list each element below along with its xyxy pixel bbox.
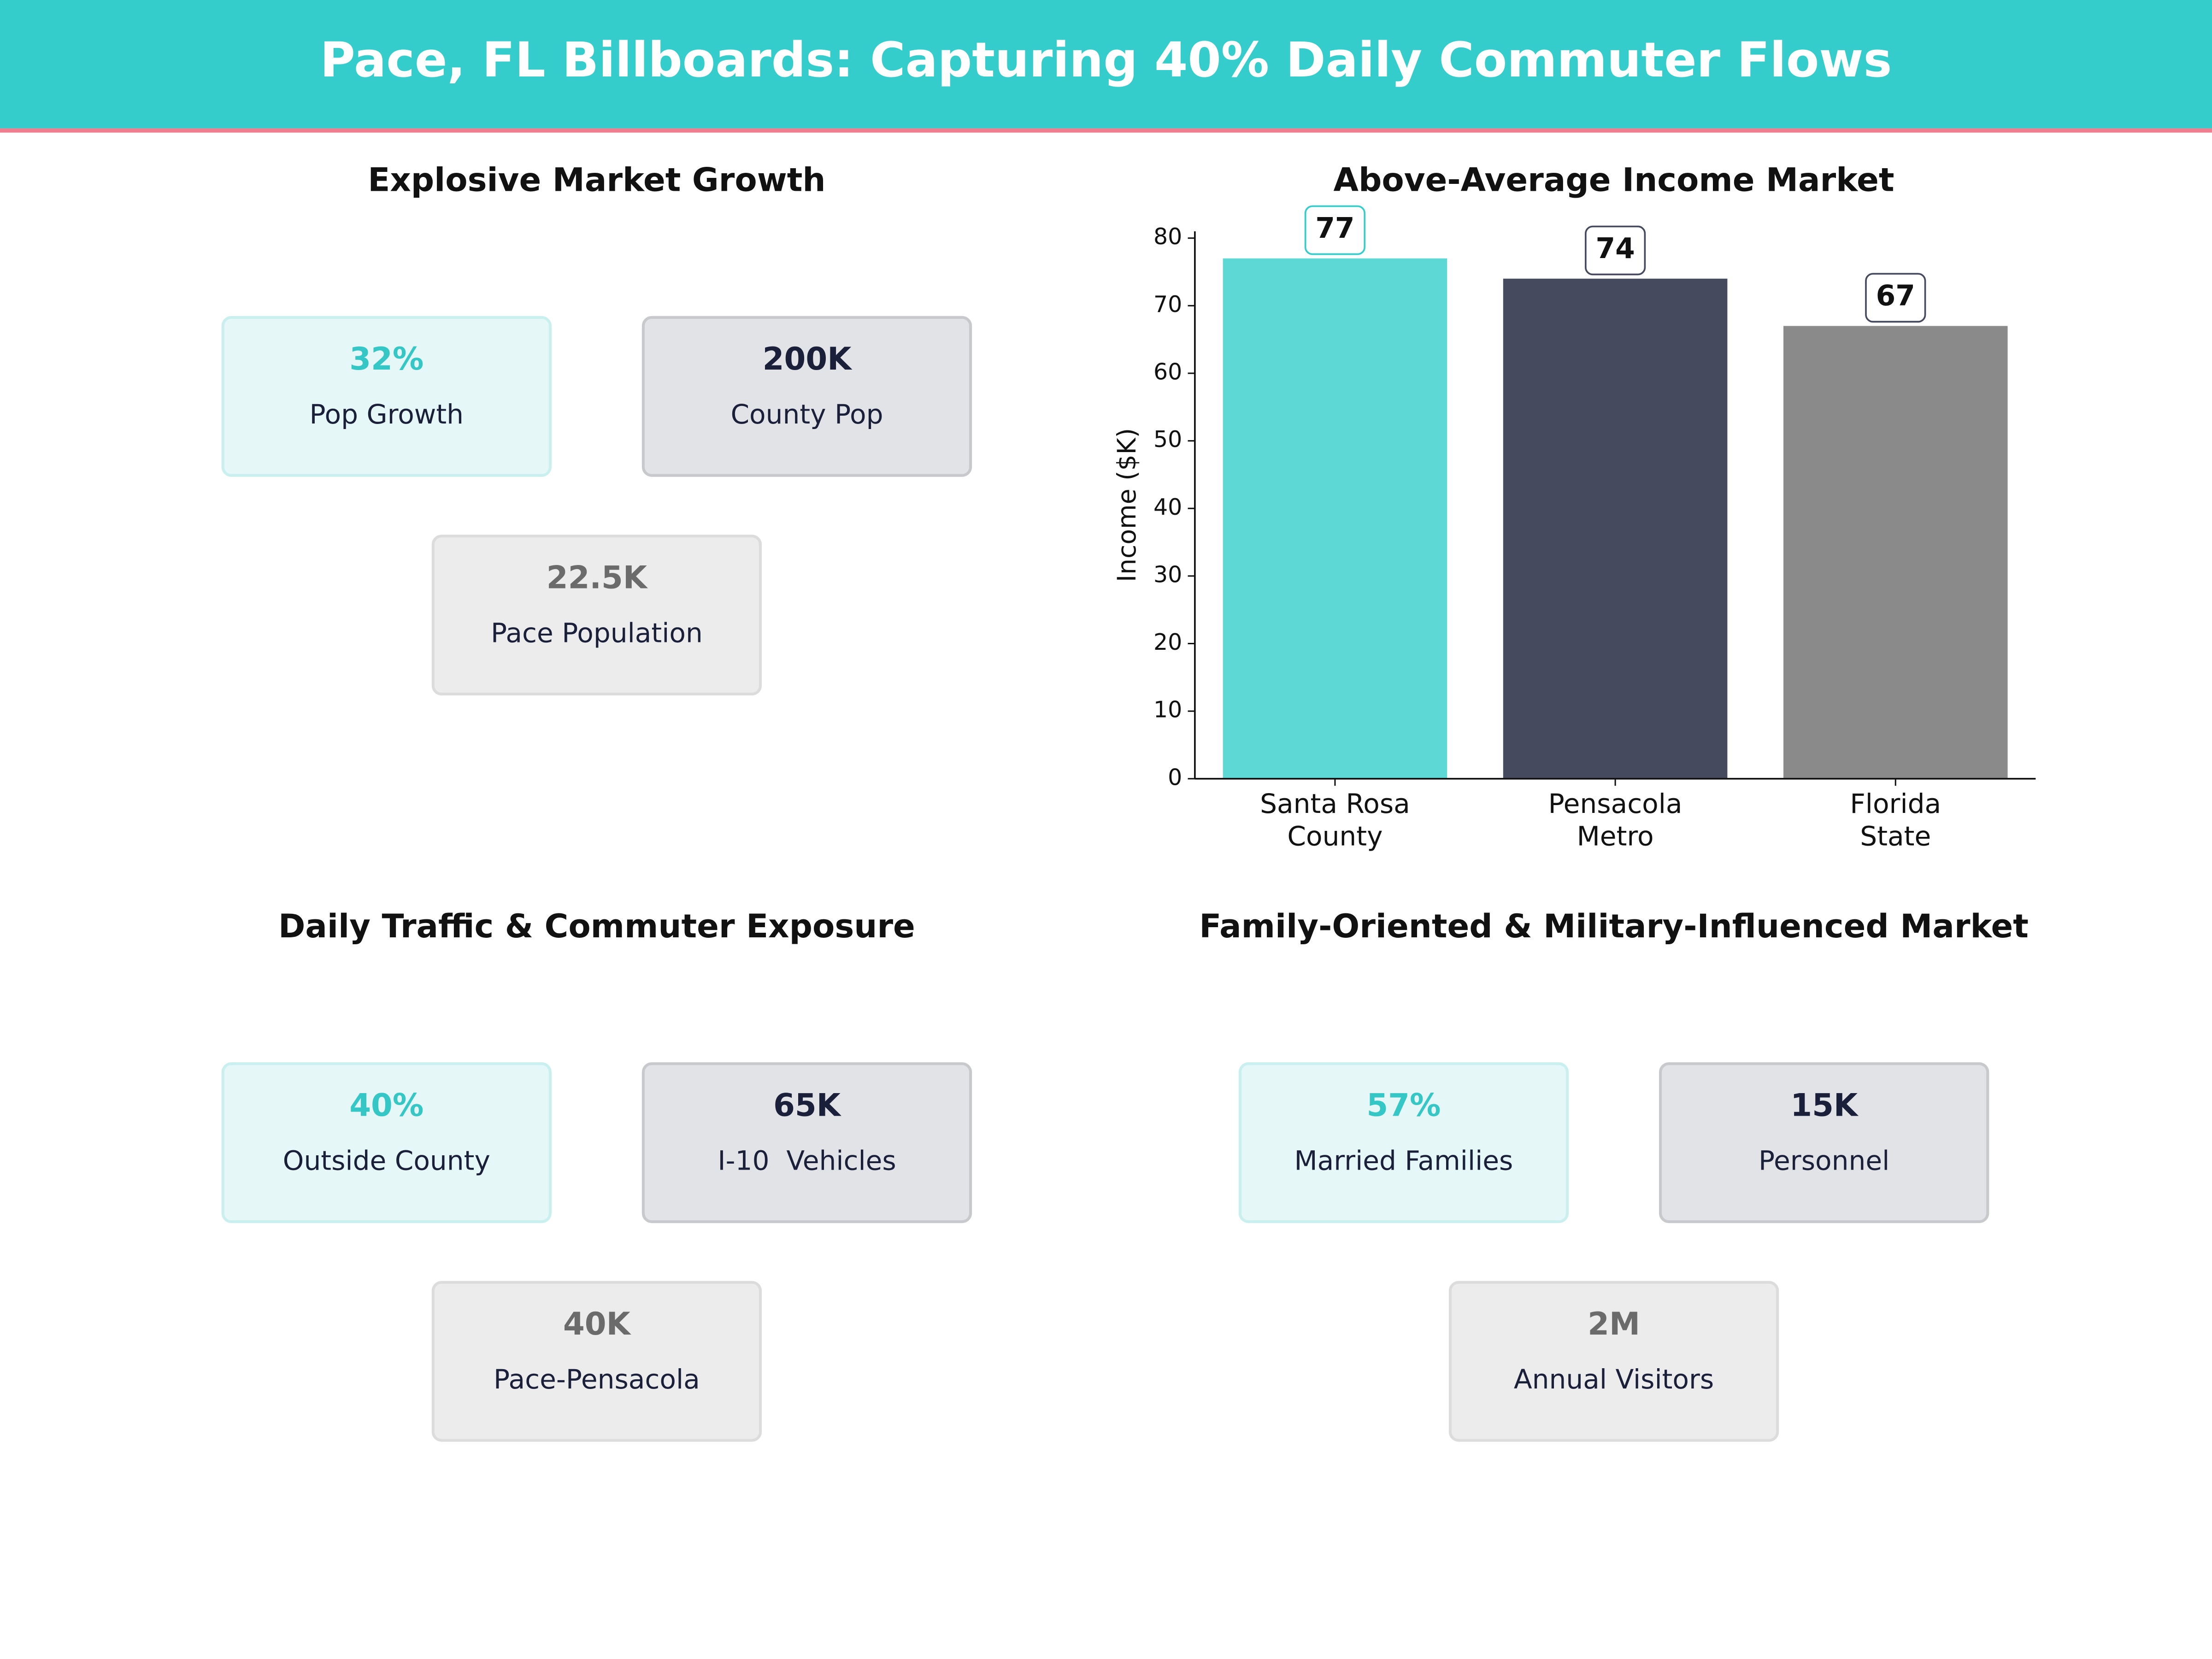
kpi-card <box>431 535 762 696</box>
value-label: 74 <box>1596 232 1635 265</box>
y-tick-label: 0 <box>1168 764 1182 790</box>
kpi-card <box>1448 1281 1779 1442</box>
kpi-value: 40% <box>349 1087 424 1124</box>
y-tick-label: 60 <box>1153 359 1182 385</box>
kpi-label: Outside County <box>283 1145 490 1177</box>
kpi-value: 32% <box>349 341 424 377</box>
kpi-value: 40K <box>563 1306 632 1342</box>
chart-title: Above-Average Income Market <box>1334 161 1894 199</box>
header-rule <box>0 128 2212 133</box>
y-tick-label: 50 <box>1153 426 1182 453</box>
kpi-label: Pace Population <box>491 618 703 649</box>
kpi-label: Pop Growth <box>310 399 464 430</box>
kpi-card <box>641 1062 972 1224</box>
y-tick-label: 40 <box>1153 494 1182 520</box>
panel-title: Family-Oriented & Military-Influenced Ma… <box>1199 907 2029 945</box>
kpi-label: Married Families <box>1294 1145 1513 1177</box>
y-tick-label: 30 <box>1153 561 1182 588</box>
kpi-card <box>1659 1062 1989 1224</box>
value-label-box <box>1865 273 1926 323</box>
bar <box>1503 278 1728 779</box>
kpi-card <box>1238 1062 1569 1224</box>
kpi-value: 22.5K <box>547 559 648 596</box>
y-tick-label: 10 <box>1153 697 1182 723</box>
page-title: Pace, FL Billboards: Capturing 40% Daily… <box>320 32 1892 88</box>
kpi-label: County Pop <box>730 399 883 430</box>
panel-title: Daily Traffic & Commuter Exposure <box>278 907 915 945</box>
panel-title: Explosive Market Growth <box>368 161 825 199</box>
kpi-value: 15K <box>1790 1087 1859 1124</box>
kpi-label: Pace-Pensacola <box>494 1364 700 1395</box>
kpi-card <box>221 316 552 477</box>
header-bar <box>0 0 2212 129</box>
bar <box>1783 326 2008 779</box>
value-label: 77 <box>1315 212 1354 245</box>
kpi-value: 65K <box>773 1087 842 1124</box>
kpi-card <box>641 316 972 477</box>
value-label: 67 <box>1876 280 1915 312</box>
y-tick-label: 20 <box>1153 629 1182 655</box>
kpi-value: 200K <box>763 341 853 377</box>
x-tick-label: Santa Rosa County <box>1260 788 1410 852</box>
kpi-label: Personnel <box>1759 1145 1889 1177</box>
kpi-card <box>431 1281 762 1442</box>
y-axis-label: Income ($K) <box>1112 428 1141 582</box>
x-tick-label: Pensacola Metro <box>1548 788 1683 852</box>
kpi-value: 2M <box>1588 1306 1640 1342</box>
y-tick-label: 70 <box>1153 291 1182 318</box>
x-tick-label: Florida State <box>1850 788 1941 852</box>
bar <box>1223 258 1447 779</box>
kpi-value: 57% <box>1366 1087 1441 1124</box>
y-tick-label: 80 <box>1153 224 1182 250</box>
value-label-box <box>1584 225 1646 276</box>
kpi-label: I-10 Vehicles <box>718 1145 896 1177</box>
value-label-box <box>1304 205 1366 255</box>
kpi-card <box>221 1062 552 1224</box>
kpi-label: Annual Visitors <box>1514 1364 1714 1395</box>
